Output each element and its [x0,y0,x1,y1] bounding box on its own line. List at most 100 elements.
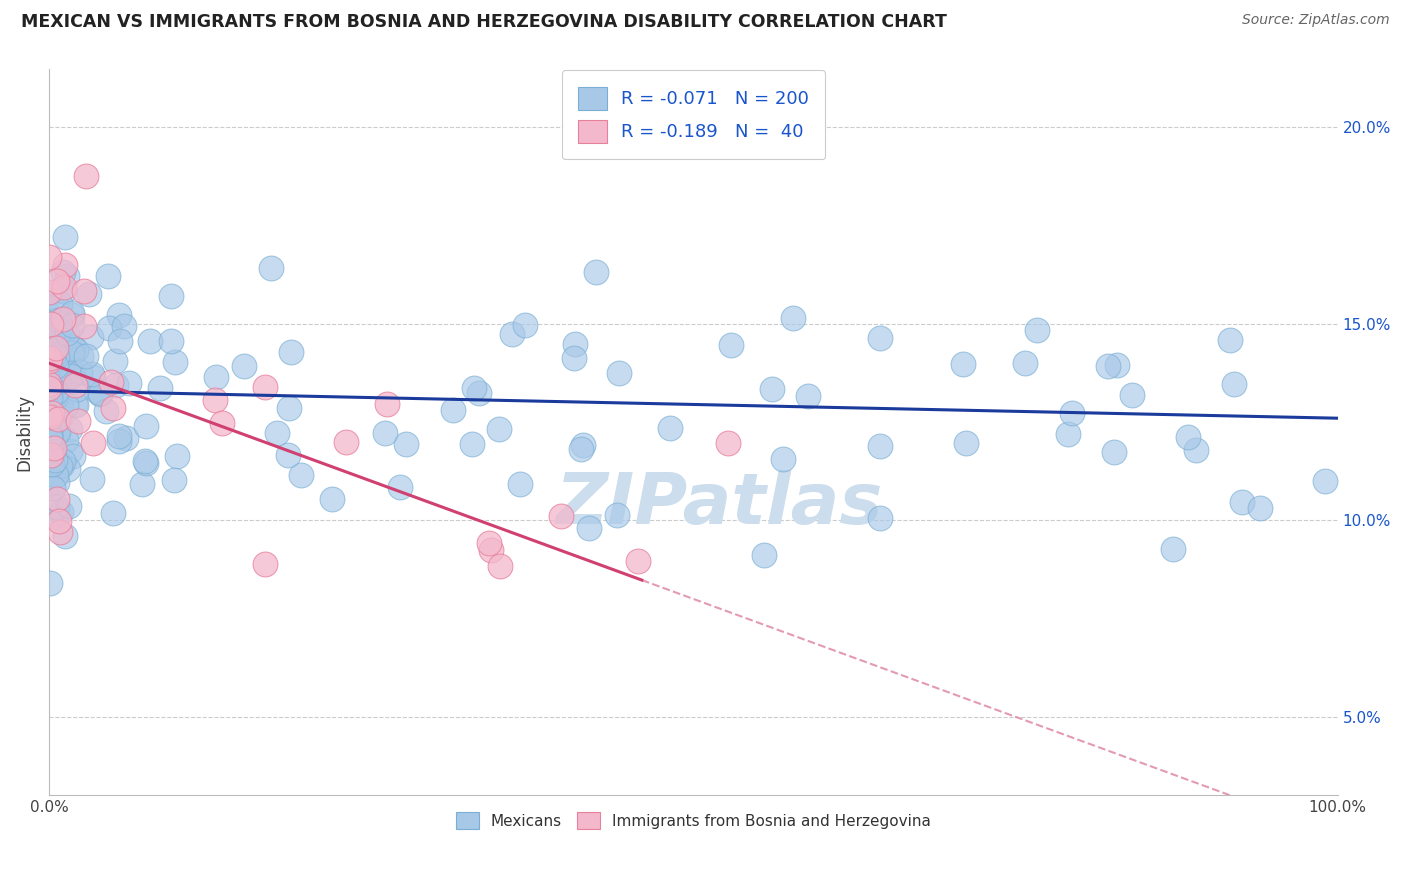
Point [97,321,120,335]
Point [38,308,60,322]
Point [233,359,256,374]
Point [389,479,412,493]
Point [1177,429,1199,443]
Point [38,352,60,367]
Point [39,351,62,365]
Point [38,431,60,445]
Point [135,456,157,470]
Point [869,439,891,453]
Point [134,454,156,468]
Point [82,369,104,384]
Point [578,521,600,535]
Point [278,401,301,415]
Point [321,492,343,507]
Point [65,343,87,357]
Point [80,472,103,486]
Point [69,366,91,380]
Point [82,435,104,450]
Point [49,459,72,474]
Point [75,349,97,363]
Point [46,375,69,389]
Point [48,400,70,414]
Point [38,337,60,351]
Point [108,334,131,348]
Point [564,351,586,366]
Point [38,406,60,420]
Point [62,340,84,354]
Point [782,311,804,326]
Point [63,377,86,392]
Point [100,375,122,389]
Point [290,467,312,482]
Point [46,389,69,403]
Point [58,500,80,514]
Point [48,366,70,380]
Point [115,431,138,445]
Point [45,342,67,356]
Point [49,409,72,423]
Point [45,424,67,438]
Point [42,482,65,496]
Point [42,441,65,455]
Point [1313,474,1336,488]
Point [606,508,628,523]
Point [489,558,512,573]
Point [38,434,60,448]
Point [60,368,83,383]
Point [1121,387,1143,401]
Point [335,435,357,450]
Point [101,401,124,415]
Point [44,343,66,358]
Point [463,381,485,395]
Point [163,474,186,488]
Point [1104,445,1126,459]
Point [77,287,100,301]
Point [205,370,228,384]
Point [135,419,157,434]
Point [253,380,276,394]
Point [48,350,70,364]
Point [42,376,65,391]
Point [75,169,97,183]
Point [479,542,502,557]
Point [52,320,75,334]
Point [112,318,135,333]
Point [607,367,630,381]
Point [509,477,531,491]
Point [52,284,75,298]
Point [107,308,129,322]
Point [38,440,60,454]
Point [73,284,96,298]
Point [1230,495,1253,509]
Point [56,462,79,476]
Point [39,443,62,458]
Point [42,411,65,425]
Point [955,435,977,450]
Point [94,404,117,418]
Point [59,422,82,436]
Point [461,436,484,450]
Point [45,491,67,506]
Point [204,392,226,407]
Point [441,403,464,417]
Point [1060,406,1083,420]
Point [211,416,233,430]
Point [46,275,69,289]
Point [38,285,60,300]
Point [63,397,86,411]
Point [48,412,70,426]
Point [45,396,67,410]
Point [1014,356,1036,370]
Point [41,434,63,449]
Text: ZIPatlas: ZIPatlas [555,470,883,539]
Point [488,422,510,436]
Point [86,384,108,398]
Point [952,357,974,371]
Point [38,381,60,395]
Point [395,437,418,451]
Point [38,576,60,591]
Point [39,447,62,461]
Point [1097,359,1119,373]
Point [53,529,76,543]
Point [45,298,67,312]
